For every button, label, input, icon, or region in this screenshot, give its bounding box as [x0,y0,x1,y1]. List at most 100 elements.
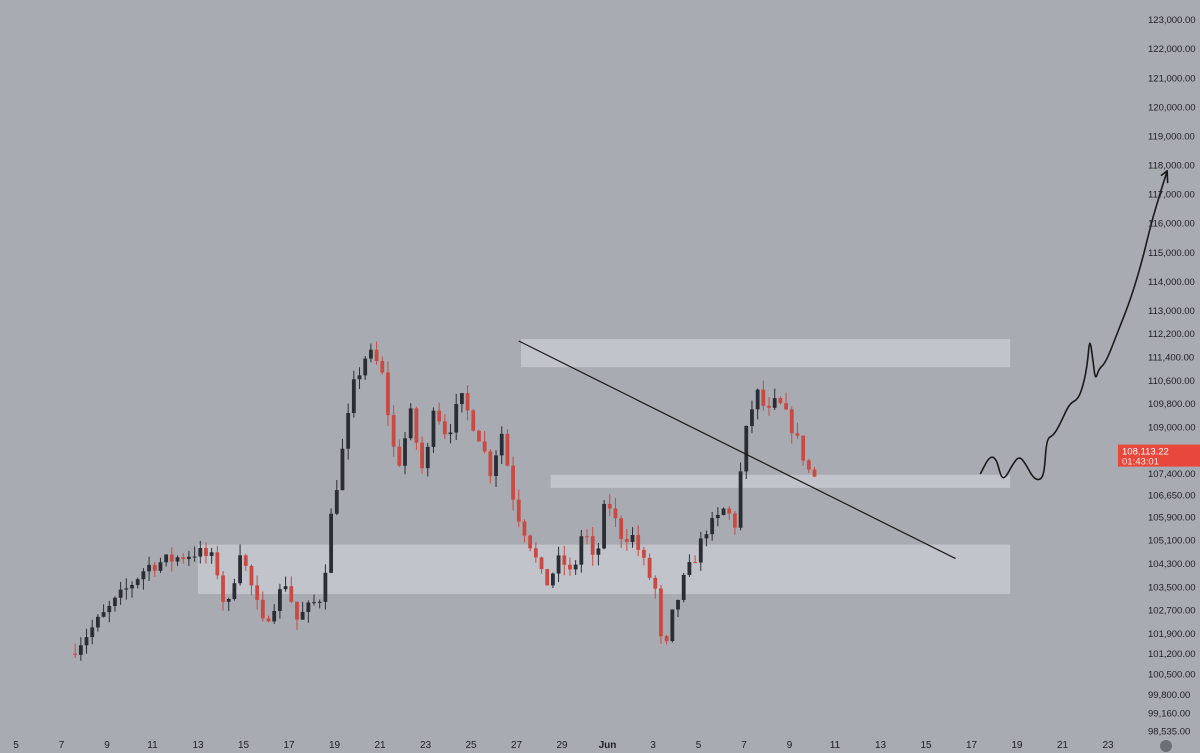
y-tick-label: 100,500.00 [1148,670,1196,681]
candle-body [232,583,237,599]
candle-body [573,564,578,570]
candle-body [624,539,629,542]
candle-body [118,589,123,598]
candle-body [539,557,544,570]
candle-body [215,552,220,576]
candle-body [602,503,606,549]
y-tick-label: 101,900.00 [1148,629,1196,640]
candle-body [698,538,703,563]
candle-body [397,446,402,466]
x-tick-label: 15 [920,740,932,751]
candle-body [357,375,362,380]
candle-body [340,448,345,491]
candle-body [551,573,555,586]
candle-body [323,572,328,602]
candle-body [789,409,794,434]
zone-rect-3 [198,544,1011,595]
candle-body [135,579,140,586]
x-tick-label: 13 [875,740,887,751]
candle-body [613,508,618,519]
x-tick-label: 13 [192,740,204,751]
y-tick-label: 116,000.00 [1148,219,1195,230]
candle-body [181,557,186,560]
x-tick-label: 21 [1057,740,1069,751]
y-tick-label: 106,650.00 [1148,491,1196,502]
x-tick-label: 9 [787,740,793,751]
candle-body [73,653,78,655]
candle-body [175,557,180,562]
candle-body [124,588,129,590]
candle-body [772,398,777,408]
x-tick-label: 5 [13,740,19,751]
candle-body [403,438,407,466]
y-tick-label: 102,700.00 [1148,606,1196,617]
candle-body [334,490,339,514]
y-tick-label: 109,000.00 [1148,422,1196,433]
y-tick-label: 123,000.00 [1148,15,1196,26]
x-tick-label: 17 [966,740,978,751]
y-tick-label: 101,200.00 [1148,649,1196,660]
candle-body [198,548,203,557]
candle-body [255,585,260,600]
y-tick-label: 105,900.00 [1148,512,1196,523]
candle-body [272,610,277,622]
candle-body [454,404,459,433]
candle-body [642,549,646,558]
candle-body [784,403,788,410]
candle-body [431,410,436,447]
candle-body [380,360,385,373]
candle-body [806,460,811,470]
candle-body [414,408,419,443]
x-tick-label: 21 [374,740,386,751]
price-tag-value: 108,113.22 [1122,447,1169,458]
candle-body [295,601,299,620]
y-tick-label: 113,000.00 [1148,306,1195,317]
y-tick-label: 109,800.00 [1148,399,1196,410]
y-tick-label: 118,000.00 [1148,161,1195,172]
trendline [518,340,956,560]
candle-body [488,451,493,476]
y-tick-label: 110,600.00 [1148,376,1195,387]
candle-body [283,586,288,590]
candle-body [505,433,510,466]
x-tick-label: 17 [283,740,295,751]
candle-body [169,554,174,562]
x-tick-label: 27 [511,740,523,751]
candle-body [477,430,481,442]
candle-body [471,410,476,431]
candle-body [300,611,305,620]
settings-icon[interactable] [1160,740,1172,752]
price-tag-countdown: 01:43:01 [1122,457,1159,468]
candle-body [795,433,800,436]
candle-body [130,585,134,589]
candle-body [289,586,294,602]
candle-body [363,358,368,376]
candle-body [84,637,89,646]
candle-body [585,536,589,538]
candle-body [78,645,83,655]
candle-body [494,455,498,476]
candle-body [425,446,430,469]
candle-body [647,557,652,578]
x-tick-label: 23 [1102,740,1114,751]
projection-arrowhead [1160,170,1169,184]
candle-body [653,577,658,589]
y-tick-label: 121,000.00 [1148,73,1196,84]
candle-body [801,435,806,461]
candle-body [533,548,538,558]
candle-body [630,535,635,542]
candle-body [209,552,214,556]
candle-body [90,627,95,638]
candle-body [96,616,100,628]
x-tick-label: 15 [238,740,250,751]
x-tick-label: 7 [59,740,65,751]
candle-body [278,589,282,611]
x-tick-label: 19 [329,740,341,751]
candle-body [750,409,754,427]
candle-body [386,372,390,416]
x-tick-label: 23 [420,740,432,751]
candle-body [676,599,680,610]
y-tick-label: 99,160.00 [1148,708,1190,719]
price-tag [1118,444,1200,467]
x-tick-label: 25 [465,740,477,751]
